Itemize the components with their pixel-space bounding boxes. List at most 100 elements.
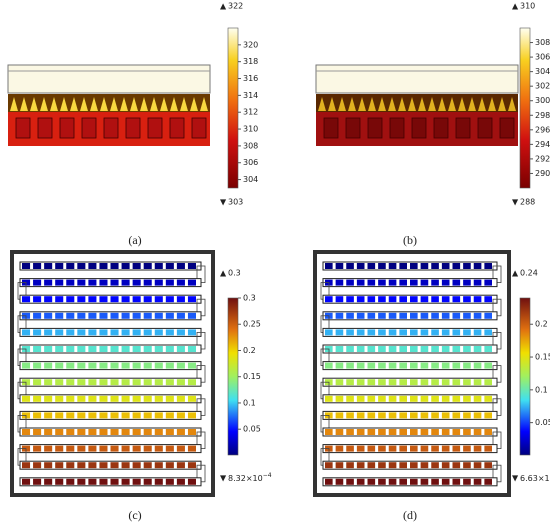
pipe-cell <box>452 462 461 469</box>
pipe-cell <box>132 379 141 386</box>
pipe-cell <box>176 296 185 303</box>
pipe-cell <box>441 379 450 386</box>
pipe-cell <box>463 445 471 452</box>
pipe-cell <box>143 329 152 336</box>
pipe-cell <box>77 362 86 369</box>
pipe-cell <box>431 445 439 452</box>
pipe-cell <box>452 429 461 435</box>
pipe-cell <box>176 379 185 386</box>
pipe-cell <box>165 379 174 386</box>
pipe-cell <box>399 312 407 319</box>
min-mantissa: 6.63×10 <box>520 474 550 483</box>
pipe-cell <box>121 379 130 386</box>
pipe-cell <box>356 329 365 336</box>
pipe-cell <box>399 462 407 469</box>
panel-label: (b) <box>403 233 417 247</box>
pipe-cell <box>165 362 174 369</box>
pipe-cell <box>399 395 407 402</box>
pipe-cell <box>44 263 53 269</box>
colorbar-tick-label: 0.05 <box>243 425 261 434</box>
pipe-cell <box>99 445 108 452</box>
pipe-cell <box>356 395 365 402</box>
pipe-cell <box>154 412 163 419</box>
pipe-cell <box>143 362 152 369</box>
pipe-cell <box>356 312 365 319</box>
pipe-cell <box>165 279 174 286</box>
fin <box>338 97 346 111</box>
channel <box>367 117 383 139</box>
pipe-cell <box>399 478 407 485</box>
pipe-cell <box>110 279 119 286</box>
pipe-cell <box>66 279 75 286</box>
fin <box>418 97 426 111</box>
pipe-cell <box>452 478 461 485</box>
pipe-cell <box>335 395 344 402</box>
fin <box>388 97 396 111</box>
pipe-cell <box>154 346 163 352</box>
colorbar-tick-label: 0.25 <box>243 320 261 329</box>
pipe-cell <box>473 462 482 469</box>
pipe-cell <box>143 379 152 386</box>
pipe-cell <box>325 395 333 402</box>
pipe-cell <box>110 296 119 303</box>
pipe-cell <box>55 379 64 386</box>
pipe-cell <box>473 395 482 402</box>
pipe-cell <box>484 429 492 435</box>
pipe-cell <box>99 329 108 336</box>
colorbar-tick-label: 304 <box>535 67 550 76</box>
pipe-cell <box>66 296 75 303</box>
pipe-cell <box>176 329 185 336</box>
pipe-cell <box>44 462 53 469</box>
pipe-cell <box>132 329 141 336</box>
pipe-cell <box>165 263 174 269</box>
fin <box>478 97 486 111</box>
pipe-cell <box>431 429 439 435</box>
pipe-cell <box>165 312 174 319</box>
pipe-cell <box>55 362 64 369</box>
pipe-cell <box>388 312 397 319</box>
pipe-cell <box>399 362 407 369</box>
pipe-cell <box>143 395 152 402</box>
pipe-cell <box>77 346 86 352</box>
pipe-cell <box>110 263 119 269</box>
pipe-cell <box>431 263 439 269</box>
pipe-cell <box>484 395 492 402</box>
pipe-cell <box>99 412 108 419</box>
fin <box>348 97 356 111</box>
pipe-cell <box>335 346 344 352</box>
pipe-cell <box>121 412 130 419</box>
pipe-cell <box>165 462 174 469</box>
channel <box>389 117 405 139</box>
pipe-cell <box>110 445 119 452</box>
pipe-cell <box>431 296 439 303</box>
max-label: 310 <box>520 2 535 11</box>
fin <box>428 97 436 111</box>
min-marker: ▼ <box>220 474 227 483</box>
pipe-cell <box>431 329 439 336</box>
pipe-cell <box>473 312 482 319</box>
pipe-cell <box>132 279 141 286</box>
pipe-cell <box>22 329 31 336</box>
pipe-cell <box>441 412 450 419</box>
pipe-cell <box>463 329 471 336</box>
pipe-cell <box>463 279 471 286</box>
pipe-cell <box>367 362 376 369</box>
pipe-cell <box>484 379 492 386</box>
pipe-cell <box>356 462 365 469</box>
pipe-cell <box>378 379 386 386</box>
pipe-cell <box>356 263 365 269</box>
colorbar-tick-label: 314 <box>243 91 258 100</box>
pipe-cell <box>378 296 386 303</box>
pipe-cell <box>44 412 53 419</box>
pipe-cell <box>110 412 119 419</box>
colorbar <box>227 27 239 189</box>
pipe-cell <box>44 395 53 402</box>
pipe-cell <box>110 379 119 386</box>
pipe-cell <box>143 263 152 269</box>
pipe-cell <box>473 362 482 369</box>
pipe-cell <box>77 429 86 435</box>
pipe-cell <box>132 346 141 352</box>
pipe-cell <box>399 329 407 336</box>
pipe-cell <box>22 462 31 469</box>
pipe-cell <box>452 395 461 402</box>
